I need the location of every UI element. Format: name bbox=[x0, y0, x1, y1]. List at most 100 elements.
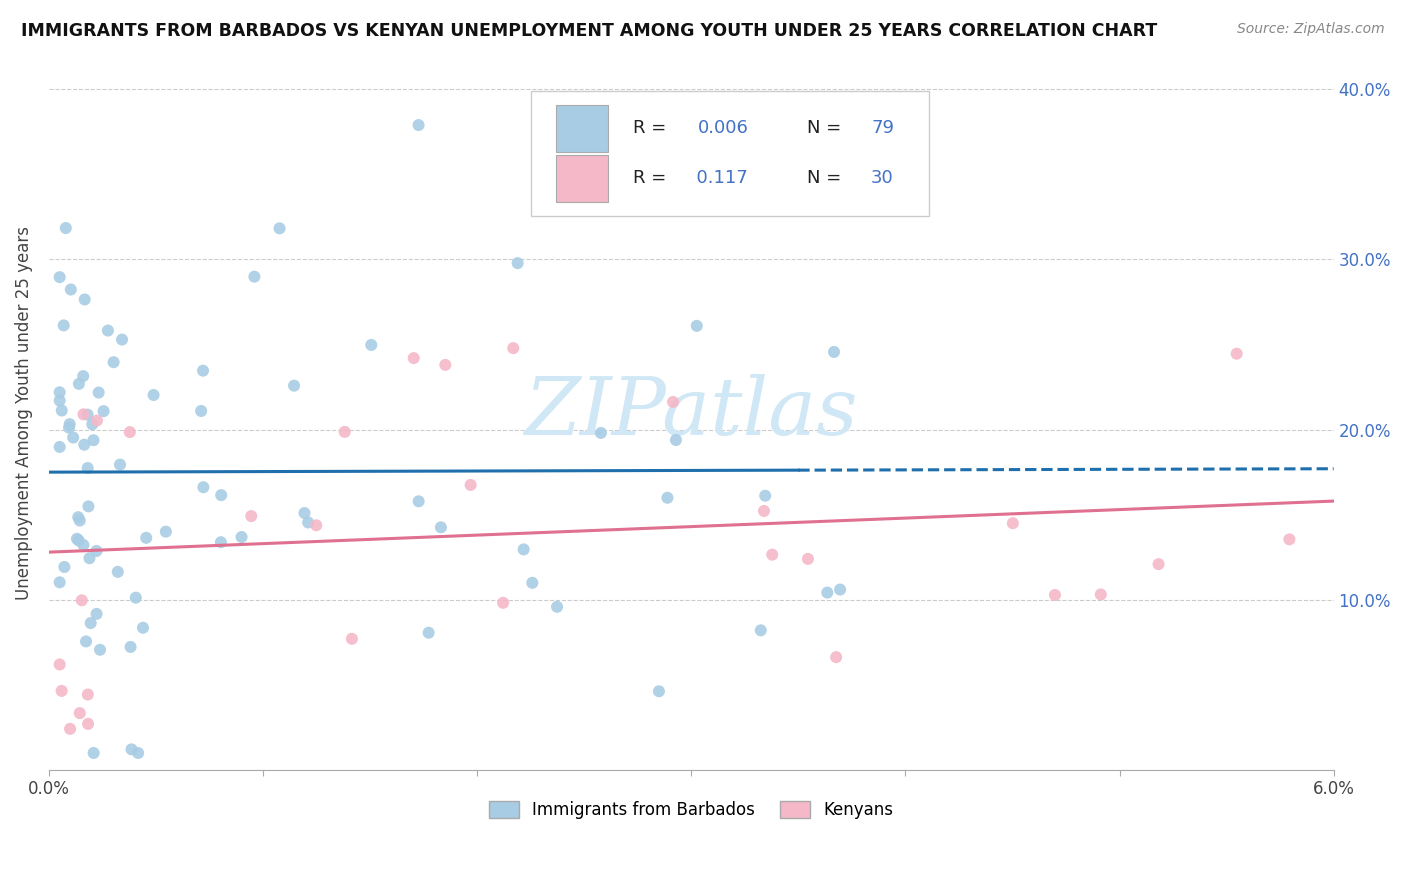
Point bbox=[55, 221, 77, 235]
Point bbox=[75, 634, 97, 648]
Point bbox=[648, 684, 671, 698]
Point bbox=[1147, 557, 1170, 571]
Point bbox=[418, 625, 440, 640]
Point bbox=[506, 256, 529, 270]
Point bbox=[1278, 533, 1301, 547]
Point bbox=[93, 404, 115, 418]
Point bbox=[193, 480, 215, 494]
FancyBboxPatch shape bbox=[530, 91, 929, 216]
Point bbox=[120, 640, 142, 654]
Point bbox=[79, 616, 101, 631]
Point bbox=[662, 395, 685, 409]
Point bbox=[108, 458, 131, 472]
Point bbox=[48, 393, 70, 408]
Point bbox=[297, 516, 319, 530]
Text: 0.117: 0.117 bbox=[685, 169, 748, 187]
Y-axis label: Unemployment Among Youth under 25 years: Unemployment Among Youth under 25 years bbox=[15, 226, 32, 599]
Point bbox=[52, 318, 75, 333]
Text: ZIPatlas: ZIPatlas bbox=[524, 374, 858, 451]
Text: N =: N = bbox=[807, 120, 846, 137]
Point bbox=[66, 532, 89, 546]
Point bbox=[125, 591, 148, 605]
Point bbox=[59, 283, 82, 297]
Point bbox=[135, 531, 157, 545]
Point bbox=[512, 542, 534, 557]
Point bbox=[155, 524, 177, 539]
Point bbox=[76, 408, 98, 422]
Point bbox=[546, 599, 568, 614]
Point bbox=[283, 378, 305, 392]
Point bbox=[823, 345, 845, 359]
Point bbox=[87, 385, 110, 400]
FancyBboxPatch shape bbox=[557, 105, 607, 152]
Point bbox=[243, 269, 266, 284]
Point bbox=[360, 338, 382, 352]
Point bbox=[51, 403, 73, 417]
Point bbox=[402, 351, 425, 365]
Point bbox=[408, 118, 430, 132]
Point bbox=[132, 621, 155, 635]
Text: IMMIGRANTS FROM BARBADOS VS KENYAN UNEMPLOYMENT AMONG YOUTH UNDER 25 YEARS CORRE: IMMIGRANTS FROM BARBADOS VS KENYAN UNEMP… bbox=[21, 22, 1157, 40]
Text: 30: 30 bbox=[872, 169, 894, 187]
Point bbox=[240, 509, 263, 524]
Point bbox=[67, 376, 90, 391]
Point bbox=[209, 535, 232, 549]
Point bbox=[69, 514, 91, 528]
Point bbox=[97, 324, 120, 338]
Point bbox=[749, 624, 772, 638]
Point bbox=[53, 560, 76, 574]
Point bbox=[76, 688, 98, 702]
Point bbox=[589, 425, 612, 440]
Point bbox=[333, 425, 356, 439]
Point bbox=[86, 413, 108, 427]
Point bbox=[48, 440, 70, 454]
Point bbox=[111, 333, 134, 347]
Point bbox=[77, 500, 100, 514]
Point bbox=[657, 491, 679, 505]
Point bbox=[305, 518, 328, 533]
Point bbox=[1090, 587, 1112, 601]
Point bbox=[408, 494, 430, 508]
Text: 79: 79 bbox=[872, 120, 894, 137]
Point bbox=[825, 650, 848, 665]
Point bbox=[48, 657, 70, 672]
Point bbox=[48, 575, 70, 590]
Point bbox=[522, 575, 544, 590]
Text: R =: R = bbox=[634, 120, 672, 137]
Point bbox=[107, 565, 129, 579]
Text: N =: N = bbox=[807, 169, 846, 187]
Point bbox=[761, 548, 783, 562]
Point bbox=[82, 417, 104, 432]
Point bbox=[1001, 516, 1024, 531]
FancyBboxPatch shape bbox=[557, 155, 607, 202]
Point bbox=[209, 488, 232, 502]
Point bbox=[127, 746, 149, 760]
Text: Source: ZipAtlas.com: Source: ZipAtlas.com bbox=[1237, 22, 1385, 37]
Point bbox=[59, 417, 82, 431]
Point bbox=[142, 388, 165, 402]
Point bbox=[294, 506, 316, 520]
Point bbox=[72, 369, 94, 384]
Point bbox=[72, 538, 94, 552]
Point bbox=[269, 221, 291, 235]
Point bbox=[190, 404, 212, 418]
Text: R =: R = bbox=[634, 169, 672, 187]
Point bbox=[103, 355, 125, 369]
Point bbox=[83, 746, 105, 760]
Point bbox=[86, 544, 108, 558]
Point bbox=[1226, 347, 1249, 361]
Point bbox=[1043, 588, 1066, 602]
Point bbox=[752, 504, 775, 518]
Point bbox=[67, 533, 90, 548]
Point bbox=[86, 607, 108, 621]
Point bbox=[69, 706, 91, 720]
Point bbox=[77, 716, 100, 731]
Point bbox=[89, 642, 111, 657]
Point bbox=[191, 364, 214, 378]
Point bbox=[51, 684, 73, 698]
Point bbox=[48, 270, 70, 285]
Point bbox=[62, 431, 84, 445]
Text: 0.006: 0.006 bbox=[697, 120, 748, 137]
Point bbox=[797, 552, 820, 566]
Point bbox=[73, 438, 96, 452]
